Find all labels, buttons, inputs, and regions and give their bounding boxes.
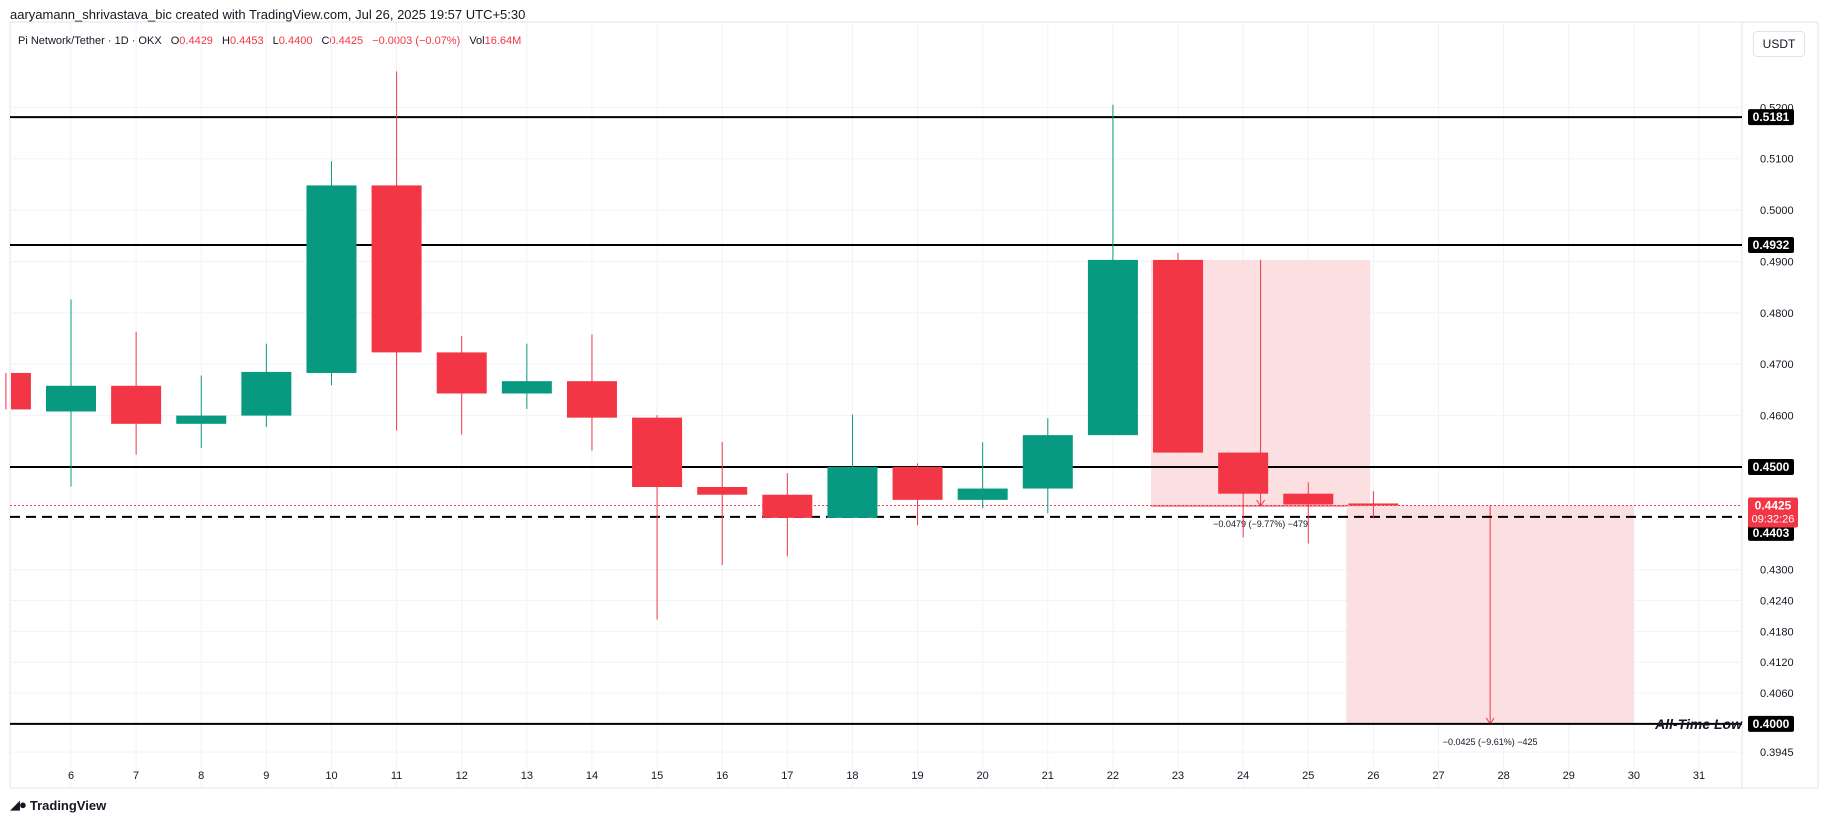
candle-body <box>1022 435 1073 489</box>
x-tick-label: 31 <box>1693 770 1705 782</box>
x-tick-label: 23 <box>1172 770 1184 782</box>
x-tick-label: 16 <box>716 770 728 782</box>
candle-body <box>1153 259 1204 453</box>
x-tick-label: 25 <box>1302 770 1314 782</box>
high-label: H <box>222 35 230 47</box>
level-price-tag <box>1748 109 1794 126</box>
candle-body <box>566 381 617 418</box>
tradingview-brand[interactable]: ◢● TradingView <box>10 797 106 813</box>
x-tick-label: 27 <box>1432 770 1444 782</box>
y-tick-label: 0.5000 <box>1760 205 1794 217</box>
level-price-label: 0.5181 <box>1753 110 1790 124</box>
x-tick-label: 9 <box>263 770 269 782</box>
measure-label: −0.0479 (−9.77%) −479 <box>1213 519 1308 529</box>
x-tick-label: 7 <box>133 770 139 782</box>
x-tick-label: 20 <box>977 770 989 782</box>
x-tick-label: 18 <box>846 770 858 782</box>
candle-body <box>1087 259 1138 436</box>
x-tick-label: 21 <box>1042 770 1054 782</box>
low-value: 0.4400 <box>278 35 313 47</box>
x-tick-label: 28 <box>1498 770 1510 782</box>
y-tick-label: 0.3945 <box>1760 747 1794 759</box>
candle-body <box>827 466 878 518</box>
open-label: O <box>170 35 180 47</box>
low-label: L <box>272 35 279 47</box>
y-tick-label: 0.4180 <box>1760 626 1794 638</box>
x-tick-label: 6 <box>68 770 74 782</box>
tradingview-logo-icon: ◢● <box>10 797 27 812</box>
change-value: −0.0003 (−0.07%) <box>372 35 461 47</box>
open-value: 0.4429 <box>179 35 213 47</box>
currency-button[interactable]: USDT <box>1753 31 1805 57</box>
x-tick-label: 17 <box>781 770 793 782</box>
level-price-tag <box>1748 715 1794 732</box>
y-tick-label: 0.4300 <box>1760 565 1794 577</box>
x-tick-label: 10 <box>325 770 337 782</box>
x-tick-label: 11 <box>391 770 402 782</box>
candle-body <box>241 371 292 416</box>
candle-body <box>11 372 31 410</box>
candle-body <box>892 466 943 500</box>
x-tick-label: 12 <box>456 770 468 782</box>
y-tick-label: 0.4600 <box>1760 411 1794 423</box>
symbol-label[interactable]: Pi Network/Tether · 1D · OKX <box>18 35 162 47</box>
dashed-level-tag <box>1748 524 1794 541</box>
level-note: All-Time Low <box>1654 716 1743 732</box>
chart-caption: aaryamann_shrivastava_bic created with T… <box>10 7 526 22</box>
ohlc-legend: Pi Network/Tether · 1D · OKX O0.4429 H0.… <box>18 35 521 47</box>
candle-body <box>306 185 357 373</box>
y-tick-label: 0.5100 <box>1760 154 1794 166</box>
candle-body <box>957 488 1008 500</box>
x-tick-label: 19 <box>911 770 923 782</box>
level-price-tag <box>1748 458 1794 475</box>
volume-value: 16.64M <box>484 35 522 47</box>
level-price-label: 0.4932 <box>1753 238 1790 252</box>
x-tick-label: 15 <box>651 770 663 782</box>
x-tick-label: 22 <box>1107 770 1119 782</box>
brand-label: TradingView <box>29 797 107 813</box>
dashed-level-label: 0.4403 <box>1753 526 1790 540</box>
volume-label: Vol <box>469 35 485 47</box>
last-price-tag <box>1748 497 1798 528</box>
last-price-label: 0.4425 <box>1755 499 1792 513</box>
candle-body <box>371 185 422 353</box>
candle-body <box>176 415 227 424</box>
countdown-label: 09:32:26 <box>1752 514 1795 526</box>
level-price-label: 0.4000 <box>1753 717 1790 731</box>
candle-body <box>1283 493 1334 505</box>
y-tick-label: 0.4240 <box>1760 596 1794 608</box>
candle-body <box>1218 452 1269 494</box>
x-tick-label: 26 <box>1367 770 1379 782</box>
y-tick-label: 0.4700 <box>1760 359 1794 371</box>
x-tick-label: 24 <box>1237 770 1249 782</box>
close-value: 0.4425 <box>329 35 364 47</box>
y-tick-label: 0.4060 <box>1760 688 1794 700</box>
y-tick-label: 0.4900 <box>1760 256 1794 268</box>
x-tick-label: 14 <box>586 770 598 782</box>
candle-body <box>46 385 96 412</box>
candle-body <box>632 417 683 488</box>
candle-body <box>762 494 813 518</box>
close-label: C <box>321 35 330 47</box>
candle-body <box>697 487 748 495</box>
candle-body <box>1348 503 1399 506</box>
level-price-label: 0.4500 <box>1753 460 1790 474</box>
measure-label: −0.0425 (−9.61%) −425 <box>1443 737 1538 747</box>
x-tick-label: 8 <box>198 770 204 782</box>
x-tick-label: 29 <box>1563 770 1575 782</box>
candle-body <box>501 381 552 394</box>
candle-body <box>111 385 162 424</box>
level-price-tag <box>1748 237 1794 254</box>
y-tick-label: 0.4120 <box>1760 657 1794 669</box>
high-value: 0.4453 <box>229 35 264 47</box>
x-tick-label: 30 <box>1628 770 1640 782</box>
candle-body <box>436 352 487 394</box>
y-tick-label: 0.4800 <box>1760 308 1794 320</box>
x-tick-label: 13 <box>521 770 533 782</box>
